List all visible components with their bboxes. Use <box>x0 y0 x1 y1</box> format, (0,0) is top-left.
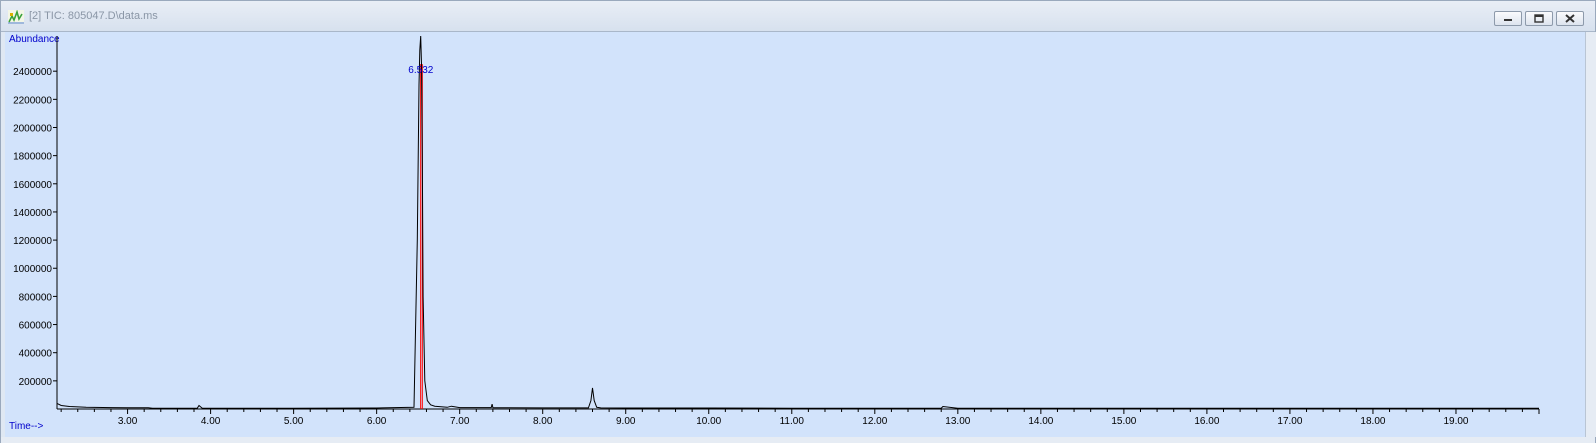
trace-layer <box>56 35 1539 409</box>
x-tick-label: 15.00 <box>1111 416 1136 427</box>
y-tick-label: 1400000 <box>13 208 52 219</box>
x-tick-label: 4.00 <box>201 416 221 427</box>
y-tick-label: 1000000 <box>13 264 52 275</box>
y-tick-label: 1200000 <box>13 236 52 247</box>
x-tick-label: 10.00 <box>696 416 721 427</box>
x-tick-label: 17.00 <box>1277 416 1302 427</box>
y-axis-title: Abundance <box>9 34 60 45</box>
tic-trace-line <box>56 35 1539 409</box>
x-tick-label: 6.00 <box>367 416 387 427</box>
minimize-icon <box>1504 19 1512 21</box>
x-tick-label: 18.00 <box>1360 416 1385 427</box>
chromatogram-plot-area[interactable]: Abundance Time--> 200000 400000 600000 8000… <box>5 32 1585 437</box>
x-tick-label: 19.00 <box>1443 416 1468 427</box>
y-tick-label: 2200000 <box>13 95 52 106</box>
peak-labels: 6.532 <box>408 65 433 76</box>
x-tick-label: 9.00 <box>616 416 636 427</box>
x-tick-label: 3.00 <box>118 416 138 427</box>
y-axis: 200000 400000 600000 800000 1000000 1200000 14… <box>13 36 58 409</box>
x-tick-label: 8.00 <box>533 416 553 427</box>
y-tick-label: 200000 <box>19 377 53 388</box>
x-tick-label: 16.00 <box>1194 416 1219 427</box>
minimize-button[interactable] <box>1494 11 1522 26</box>
y-tick-label: 2400000 <box>13 67 52 78</box>
x-tick-label: 13.00 <box>945 416 970 427</box>
restore-icon <box>1534 14 1544 23</box>
restore-button[interactable] <box>1525 11 1553 26</box>
y-tick-label: 1800000 <box>13 152 52 163</box>
chromatogram-app-icon <box>8 10 24 24</box>
x-axis-title: Time--> <box>9 421 44 432</box>
y-tick-label: 2000000 <box>13 123 52 134</box>
y-tick-label: 400000 <box>19 349 53 360</box>
y-tick-label: 800000 <box>19 292 53 303</box>
vertical-scrollbar[interactable] <box>1585 32 1596 437</box>
window-title: [2] TIC: 805047.D\data.ms <box>29 10 158 22</box>
window-bottom-edge <box>1 437 1595 443</box>
title-bar[interactable]: [2] TIC: 805047.D\data.ms <box>1 1 1595 32</box>
x-axis: 3.00 4.00 5.00 6.00 7.00 8.00 9.00 10.00 11.00 12… <box>57 408 1540 427</box>
x-tick-label: 14.00 <box>1028 416 1053 427</box>
x-tick-label: 5.00 <box>284 416 304 427</box>
y-tick-label: 1600000 <box>13 180 52 191</box>
x-tick-label: 7.00 <box>450 416 470 427</box>
x-tick-label: 12.00 <box>862 416 887 427</box>
peak-label: 6.532 <box>408 65 433 76</box>
tic-chart: Abundance Time--> 200000 400000 600000 8000… <box>9 34 1540 432</box>
y-tick-label: 600000 <box>19 321 53 332</box>
close-icon <box>1565 14 1575 23</box>
close-button[interactable] <box>1556 11 1584 26</box>
x-tick-label: 11.00 <box>780 416 805 427</box>
